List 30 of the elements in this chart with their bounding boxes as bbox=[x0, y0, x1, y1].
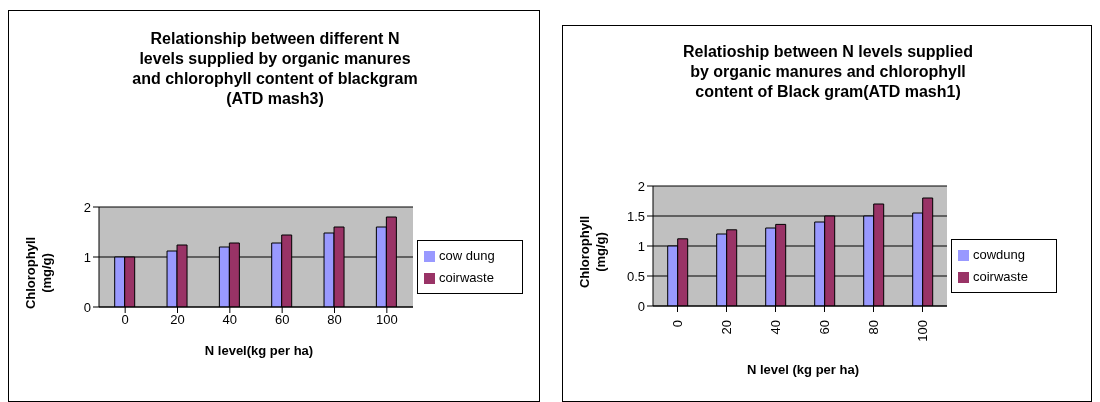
legend-label: coirwaste bbox=[973, 269, 1028, 284]
chart-title: Relationship between different N levels supplied by organic manures and chlorophyll content of blackgram (ATD mash3) bbox=[131, 29, 419, 109]
x-tick-label: 0 bbox=[670, 320, 685, 328]
x-axis-title: N level (kg per ha) bbox=[746, 362, 860, 377]
y-tick-label: 0 bbox=[83, 299, 91, 315]
y-tick-label: 0 bbox=[637, 298, 645, 314]
y-tick-label: 1.5 bbox=[626, 208, 645, 224]
x-tick-label: 40 bbox=[222, 312, 238, 328]
x-tick-label: 80 bbox=[866, 320, 881, 335]
y-tick-label: 1 bbox=[83, 249, 91, 265]
x-tick-label: 40 bbox=[768, 320, 783, 335]
legend-label: coirwaste bbox=[439, 270, 494, 285]
chart-title: Relatioship between N levels supplied by organic manures and chlorophyll content of Black gram(ATD mash1) bbox=[682, 42, 974, 102]
x-tick-label: 20 bbox=[719, 320, 734, 335]
x-tick-label: 0 bbox=[121, 312, 129, 328]
x-tick-label: 100 bbox=[915, 320, 930, 342]
legend-label: cow dung bbox=[439, 248, 495, 263]
x-tick-label: 100 bbox=[375, 312, 398, 328]
y-tick-label: 2 bbox=[637, 178, 645, 194]
x-tick-label: 60 bbox=[274, 312, 290, 328]
y-tick-label: 2 bbox=[83, 199, 91, 215]
y-axis-title: Chlorophyll (mg/g) bbox=[577, 214, 609, 291]
x-tick-label: 80 bbox=[327, 312, 342, 328]
y-tick-label: 0.5 bbox=[626, 268, 645, 284]
x-tick-label: 60 bbox=[817, 320, 832, 335]
y-tick-label: 1 bbox=[637, 238, 645, 254]
y-axis-title: Chlorophyll (mg/g) bbox=[23, 235, 55, 312]
legend-label: cowdung bbox=[973, 247, 1026, 262]
x-axis-title: N level(kg per ha) bbox=[203, 343, 315, 358]
x-tick-label: 20 bbox=[170, 312, 185, 328]
